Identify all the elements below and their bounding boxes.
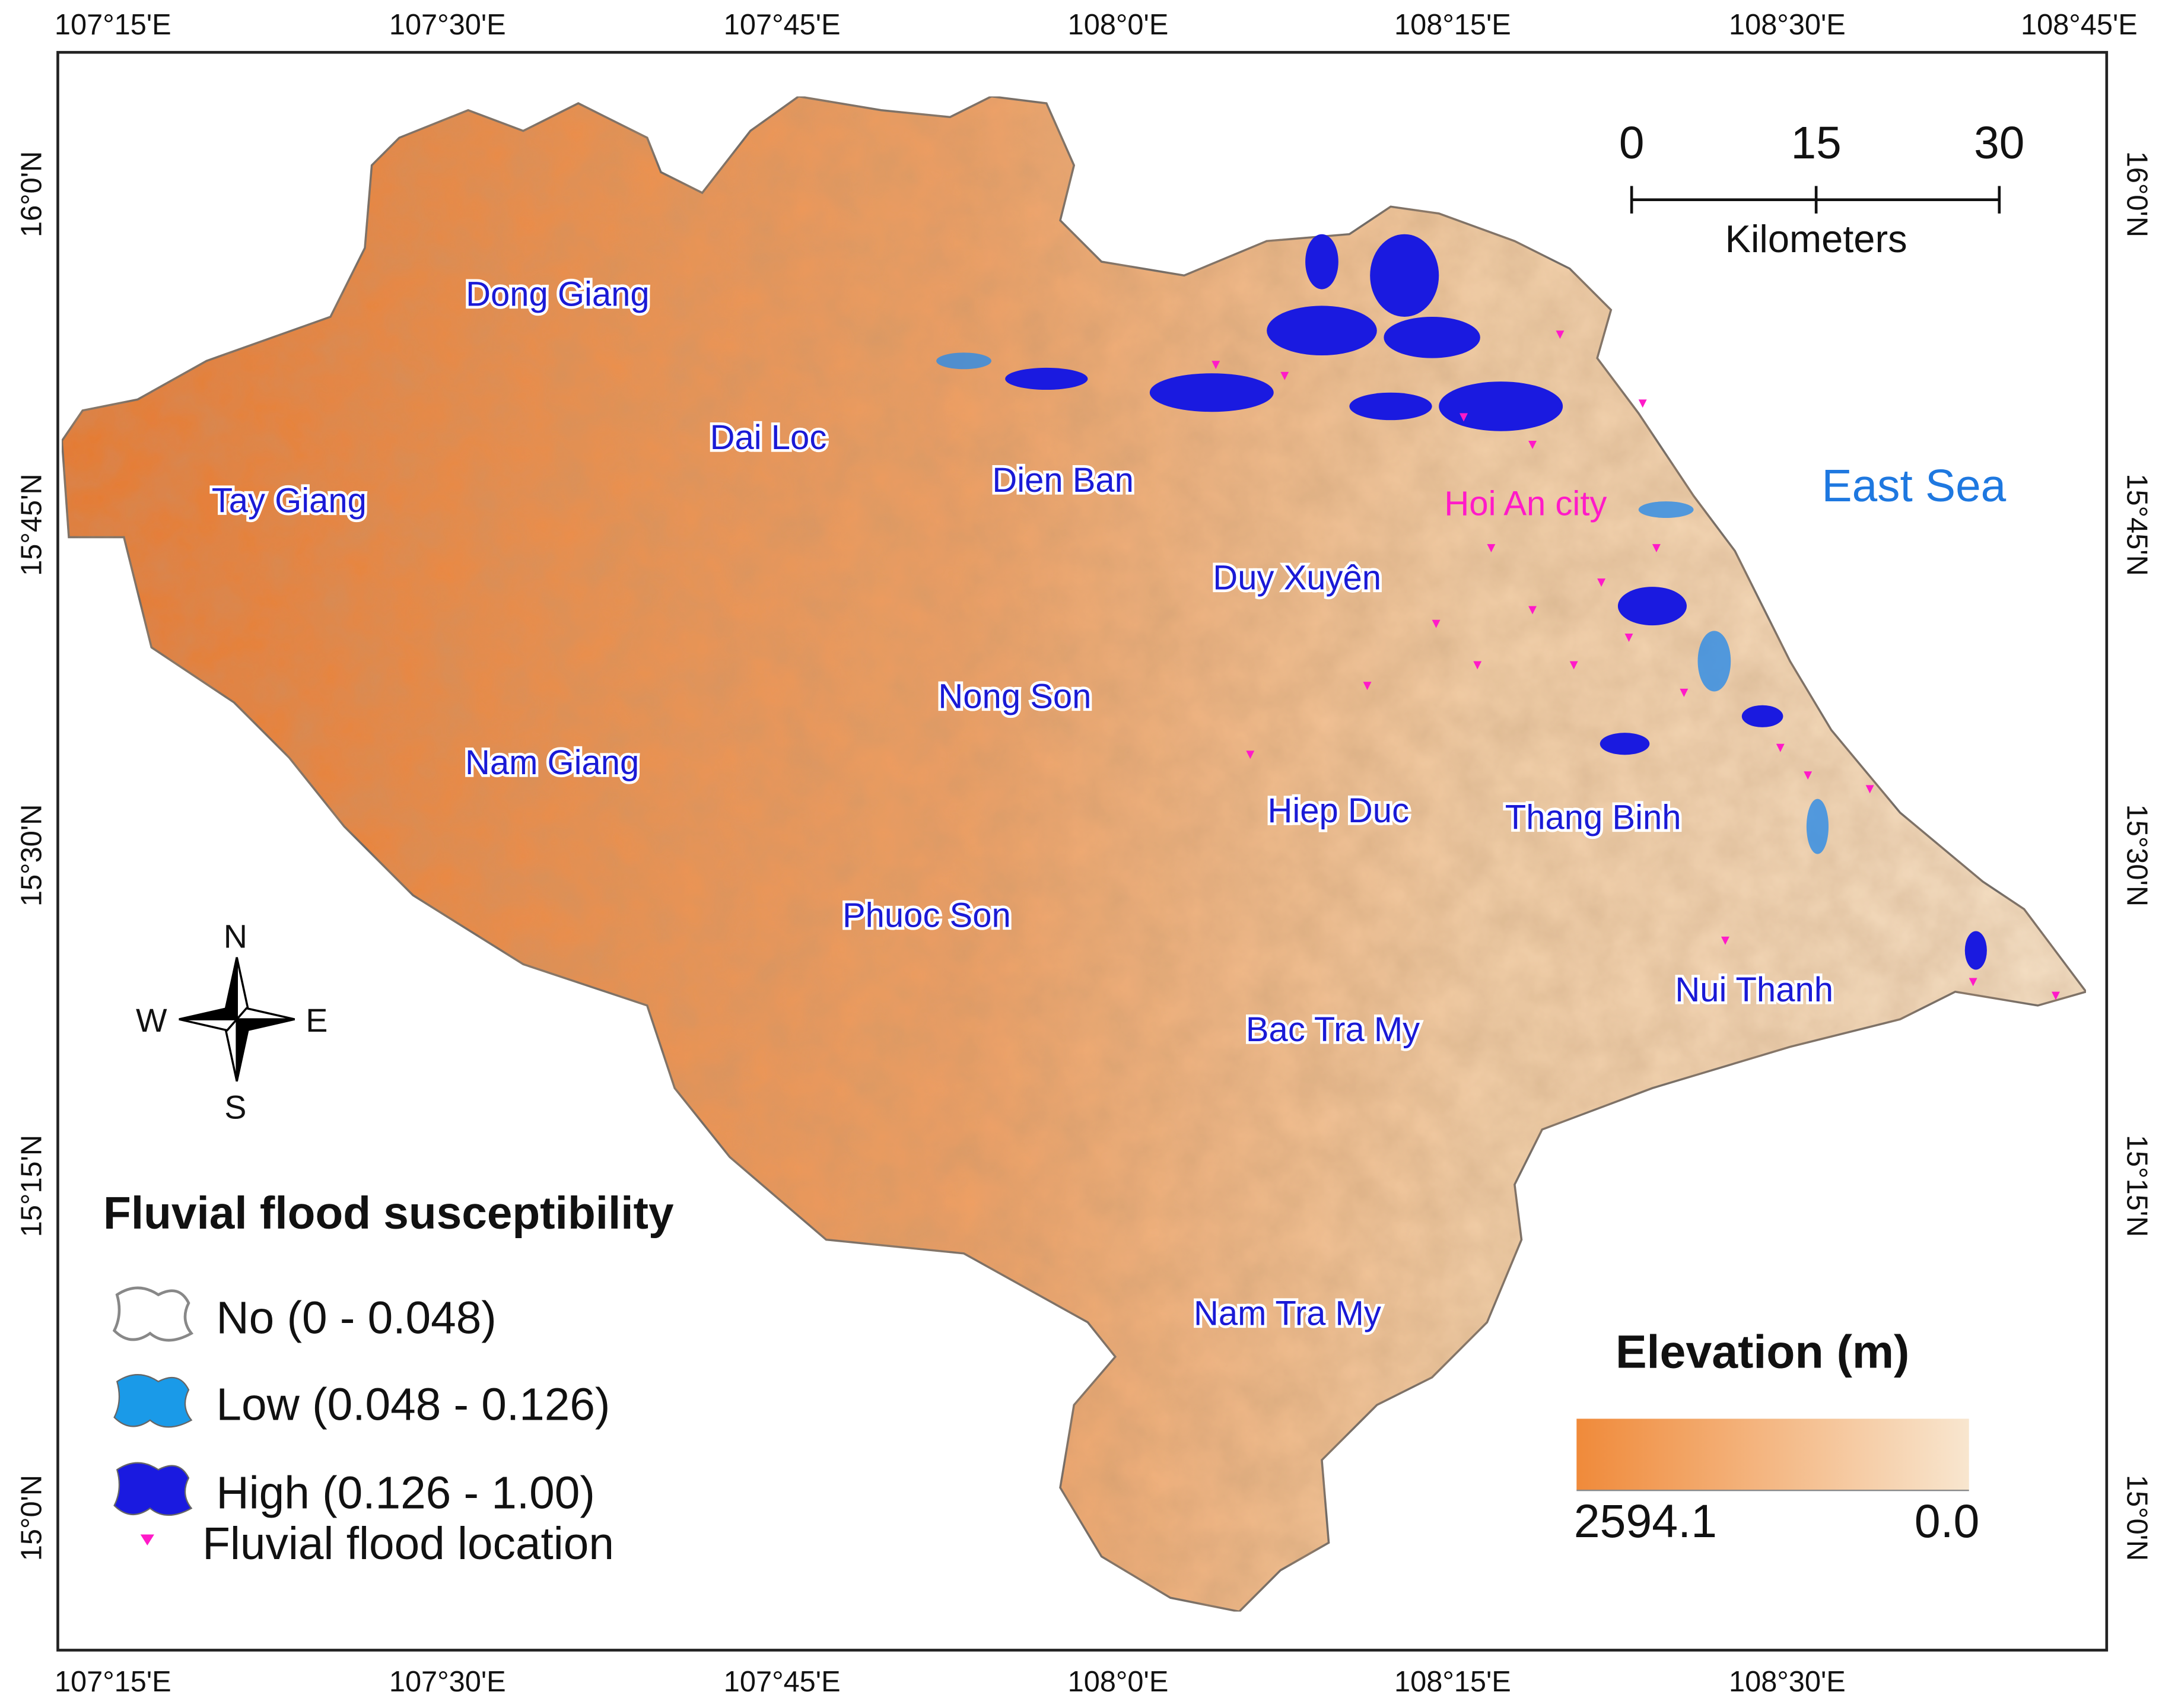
district-label: Duy Xuyên <box>1213 559 1381 597</box>
district-label: Dong Giang <box>466 275 650 313</box>
top-tick-label: 108°15'E <box>1394 9 1511 41</box>
province-outline <box>61 95 2088 1613</box>
bottom-tick-label: 107°30'E <box>389 1666 506 1698</box>
city-label: Hoi An city <box>1444 484 1607 523</box>
compass-w: W <box>136 1002 167 1039</box>
bottom-tick-label: 107°15'E <box>55 1666 171 1698</box>
bottom-tick-label: 108°15'E <box>1394 1666 1511 1698</box>
district-label: Hiep Duc <box>1268 791 1410 830</box>
compass-n: N <box>224 918 247 955</box>
top-tick-label: 107°30'E <box>389 9 506 41</box>
elevation-title: Elevation (m) <box>1616 1326 1909 1378</box>
bottom-tick-label: 108°30'E <box>1729 1666 1846 1698</box>
low-susceptibility-areas <box>936 352 1829 854</box>
district-label: Thang Binh <box>1505 799 1681 837</box>
elevation-min: 0.0 <box>1915 1495 1980 1547</box>
legend-title: Fluvial flood susceptibility <box>103 1188 674 1239</box>
right-tick-label: 15°0'N <box>2121 1475 2153 1561</box>
left-tick-label: 15°45'N <box>16 473 48 575</box>
left-tick-label: 16°0'N <box>16 151 48 237</box>
sea-label: East Sea <box>1822 461 2007 511</box>
legend-item: Fluvial flood location <box>202 1519 614 1569</box>
scale-label: 30 <box>1974 118 2024 168</box>
legend-item: Low (0.048 - 0.126) <box>216 1380 610 1430</box>
legend-swatch-low <box>113 1374 193 1428</box>
top-tick-label: 108°30'E <box>1729 9 1846 41</box>
scale-label: 0 <box>1619 118 1645 168</box>
bottom-tick-label: 108°0'E <box>1068 1666 1169 1698</box>
compass-s: S <box>224 1089 246 1125</box>
top-tick-label: 108°45'E <box>2021 9 2138 41</box>
legend-swatch-point <box>140 1534 154 1546</box>
north-arrow <box>179 957 295 1082</box>
district-label: Nam Tra My <box>1194 1294 1381 1333</box>
right-tick-label: 15°30'N <box>2121 804 2153 907</box>
left-tick-label: 15°15'N <box>16 1135 48 1237</box>
district-label: Phuoc Son <box>842 896 1011 935</box>
right-tick-label: 15°15'N <box>2121 1135 2153 1237</box>
district-label: Dai Loc <box>710 418 827 457</box>
right-tick-label: 15°45'N <box>2121 473 2153 575</box>
left-tick-label: 15°30'N <box>16 804 48 907</box>
map-frame <box>56 50 2109 1652</box>
district-label: Tay Giang <box>212 482 367 520</box>
top-tick-label: 107°15'E <box>55 9 171 41</box>
left-tick-label: 15°0'N <box>16 1475 48 1561</box>
legend-swatch-no <box>112 1286 194 1342</box>
district-label: Dien Ban <box>992 461 1134 500</box>
right-tick-label: 16°0'N <box>2121 151 2153 237</box>
legend-swatch-high <box>113 1462 193 1516</box>
legend-item: No (0 - 0.048) <box>216 1293 496 1343</box>
compass-e: E <box>306 1002 327 1039</box>
district-label: Bac Tra My <box>1246 1010 1420 1049</box>
high-susceptibility-areas <box>1005 234 1987 970</box>
scale-bar <box>1630 186 2001 214</box>
scale-label: 15 <box>1791 118 1842 168</box>
district-label: Nong Son <box>938 677 1091 715</box>
top-tick-label: 107°45'E <box>724 9 841 41</box>
top-tick-label: 108°0'E <box>1068 9 1169 41</box>
district-label: Nui Thanh <box>1675 971 1833 1009</box>
scale-unit: Kilometers <box>1725 217 1907 260</box>
legend-item: High (0.126 - 1.00) <box>216 1468 595 1518</box>
elevation-max: 2594.1 <box>1574 1495 1717 1547</box>
district-label: Nam Giang <box>465 743 639 782</box>
elevation-ramp <box>1576 1418 1969 1491</box>
bottom-tick-label: 107°45'E <box>724 1666 841 1698</box>
